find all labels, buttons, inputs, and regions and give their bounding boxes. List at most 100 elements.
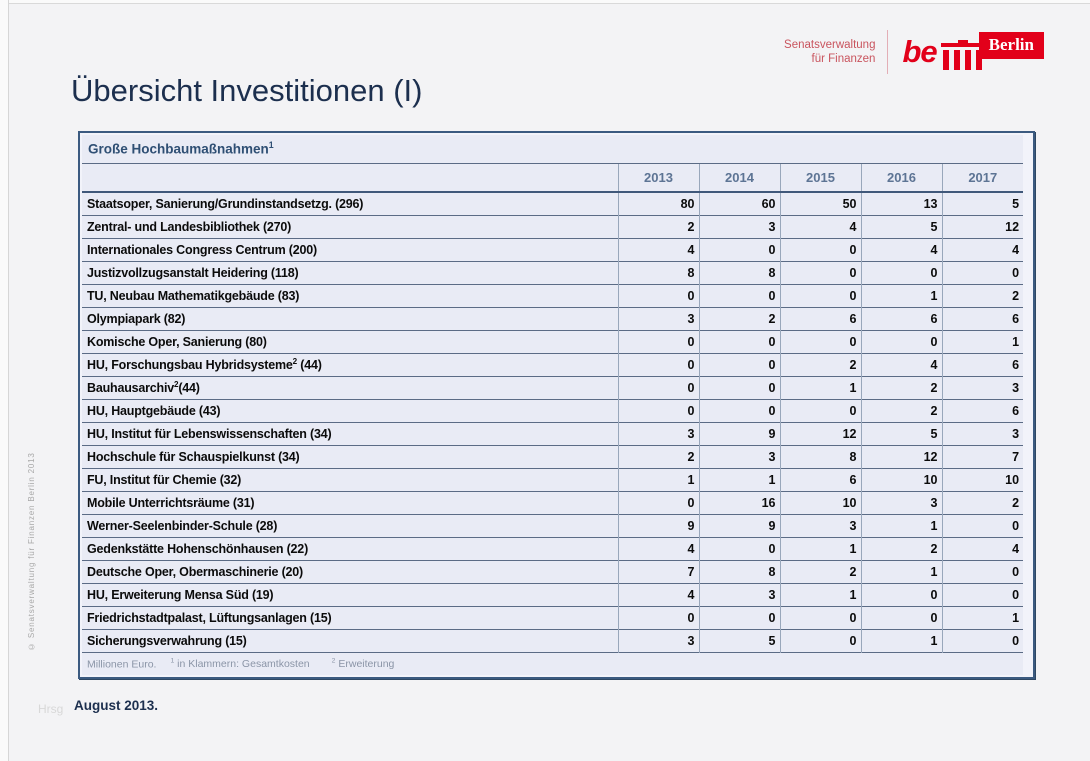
year-header: 2014 — [698, 163, 780, 193]
row-value: 4 — [617, 537, 699, 561]
row-value: 3 — [860, 491, 942, 515]
row-value: 0 — [779, 629, 861, 653]
row-value: 2 — [860, 537, 942, 561]
table-row: FU, Institut für Chemie (32) 1 1 6 10 10 — [82, 468, 1024, 492]
row-value: 4 — [941, 537, 1024, 561]
row-label: Mobile Unterrichtsräume (31) — [82, 491, 618, 515]
logo-divider — [887, 30, 889, 74]
row-label: Komische Oper, Sanierung (80) — [82, 330, 618, 354]
row-value: 16 — [698, 491, 780, 515]
row-label: Sicherungsverwahrung (15) — [82, 629, 618, 653]
row-value: 5 — [698, 629, 780, 653]
row-label: Gedenkstätte Hohenschönhausen (22) — [82, 537, 618, 561]
org-name-line2: für Finanzen — [811, 53, 876, 65]
table-row: Zentral- und Landesbibliothek (270) 2 3 4 5 1… — [82, 215, 1024, 239]
table-footnote: Millionen Euro. 1 in Klammern: Gesamtkost… — [82, 652, 1024, 675]
row-value: 6 — [779, 307, 861, 331]
date-label: August 2013. — [74, 698, 159, 713]
row-value: 10 — [860, 468, 942, 492]
row-value: 8 — [698, 560, 780, 584]
row-label: HU, Hauptgebäude (43) — [82, 399, 618, 423]
row-value: 1 — [779, 376, 861, 400]
row-label: HU, Institut für Lebenswissenschaften (3… — [82, 422, 618, 446]
row-value: 10 — [941, 468, 1024, 492]
table-row: HU, Forschungsbau Hybridsysteme2 (44) 0 0 2… — [82, 353, 1024, 377]
table-row: Hochschule für Schauspielkunst (34) 2 3 8 12… — [82, 445, 1024, 469]
side-copyright: © Senatsverwaltung für Finanzen Berlin 2… — [27, 452, 36, 651]
year-header: 2015 — [779, 163, 861, 193]
table-row: Staatsoper, Sanierung/Grundinstandsetzg.… — [82, 192, 1024, 216]
label-column-header — [82, 163, 618, 193]
row-value: 5 — [941, 192, 1024, 216]
table-row: Gedenkstätte Hohenschönhausen (22) 4 0 1 2 4 — [82, 537, 1024, 561]
row-value: 0 — [941, 629, 1024, 653]
footnote-1-text: in Klammern: Gesamtkosten — [174, 658, 310, 671]
row-value: 2 — [779, 353, 861, 377]
be-logo-text: be — [902, 34, 937, 69]
brandenburg-gate-icon — [940, 40, 985, 70]
table-row: Werner-Seelenbinder-Schule (28) 9 9 3 1 0 — [82, 514, 1024, 538]
row-value: 6 — [779, 468, 861, 492]
org-name-line1: Senatsverwaltung — [784, 39, 876, 51]
row-value: 6 — [941, 353, 1024, 377]
row-value: 1 — [779, 537, 861, 561]
row-value: 4 — [779, 215, 861, 239]
footnote-unit: Millionen Euro. — [87, 658, 157, 671]
row-value: 80 — [617, 192, 699, 216]
row-value: 1 — [617, 468, 699, 492]
row-value: 9 — [698, 422, 780, 446]
row-value: 0 — [617, 376, 699, 400]
footnote-1-marker: 1 — [170, 657, 175, 665]
row-value: 5 — [860, 422, 942, 446]
row-value: 0 — [698, 330, 780, 354]
row-value: 7 — [941, 445, 1024, 469]
table-body: Staatsoper, Sanierung/Grundinstandsetzg.… — [82, 192, 1024, 653]
row-value: 2 — [860, 399, 942, 423]
row-value: 3 — [617, 629, 699, 653]
year-header-row: 2013 2014 2015 2016 2017 — [82, 163, 1024, 193]
row-value: 6 — [941, 307, 1024, 331]
row-value: 3 — [941, 422, 1024, 446]
row-value: 2 — [860, 376, 942, 400]
row-value: 0 — [698, 238, 780, 262]
row-label: Zentral- und Landesbibliothek (270) — [82, 215, 618, 239]
row-value: 6 — [860, 307, 942, 331]
row-value: 3 — [941, 376, 1024, 400]
table-footnote-row: Millionen Euro. 1 in Klammern: Gesamtkost… — [82, 652, 1024, 675]
table-row: Friedrichstadtpalast, Lüftungsanlagen (1… — [82, 606, 1024, 630]
row-label: Werner-Seelenbinder-Schule (28) — [82, 514, 618, 538]
row-label: Hochschule für Schauspielkunst (34) — [82, 445, 618, 469]
row-value: 12 — [779, 422, 861, 446]
row-value: 4 — [860, 353, 942, 377]
top-edge-line — [0, 0, 1090, 4]
row-value: 5 — [860, 215, 942, 239]
row-value: 0 — [698, 353, 780, 377]
row-value: 60 — [698, 192, 780, 216]
row-value: 0 — [698, 376, 780, 400]
table-row: Internationales Congress Centrum (200) 4 0… — [82, 238, 1024, 262]
row-label: Friedrichstadtpalast, Lüftungsanlagen (1… — [82, 606, 618, 630]
year-header: 2017 — [941, 163, 1024, 193]
row-label: Olympiapark (82) — [82, 307, 618, 331]
table-row: TU, Neubau Mathematikgebäude (83) 0 0 0 1 2 — [82, 284, 1024, 308]
row-value: 2 — [941, 284, 1024, 308]
row-value: 2 — [941, 491, 1024, 515]
row-value: 0 — [779, 330, 861, 354]
row-value: 3 — [779, 514, 861, 538]
row-value: 1 — [860, 514, 942, 538]
row-value: 2 — [617, 445, 699, 469]
row-value: 0 — [698, 537, 780, 561]
row-value: 12 — [860, 445, 942, 469]
row-value: 0 — [860, 606, 942, 630]
table-row: HU, Hauptgebäude (43) 0 0 0 2 6 — [82, 399, 1024, 423]
row-value: 13 — [860, 192, 942, 216]
row-value: 50 — [779, 192, 861, 216]
row-value: 7 — [617, 560, 699, 584]
table-row: Bauhausarchiv2(44) 0 0 1 2 3 — [82, 376, 1024, 400]
row-value: 0 — [617, 606, 699, 630]
table-row: Sicherungsverwahrung (15) 3 5 0 1 0 — [82, 629, 1024, 653]
row-value: 8 — [698, 261, 780, 285]
row-value: 0 — [698, 399, 780, 423]
row-label: FU, Institut für Chemie (32) — [82, 468, 618, 492]
row-label: Deutsche Oper, Obermaschinerie (20) — [82, 560, 618, 584]
